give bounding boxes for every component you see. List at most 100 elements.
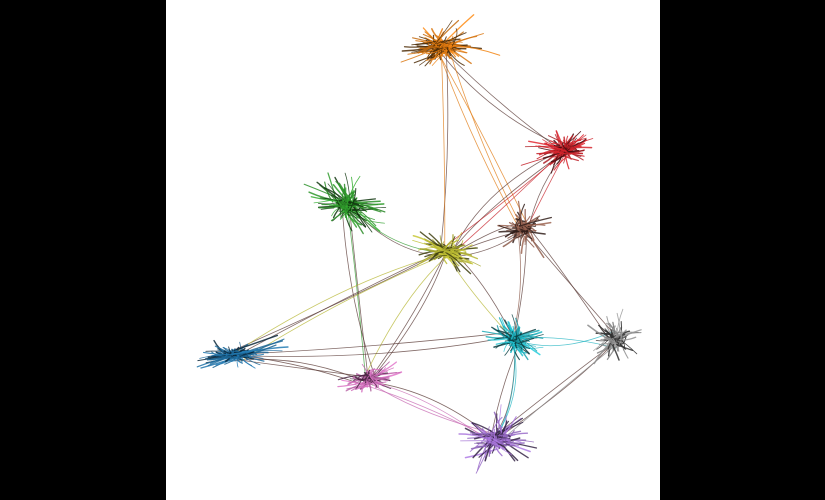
- edge: [223, 352, 228, 360]
- link-orange-brown: [446, 42, 523, 228]
- edge: [527, 228, 530, 233]
- link-blue-cyan: [236, 331, 517, 355]
- edge: [524, 225, 536, 233]
- cluster-cyan: [481, 314, 544, 361]
- graph-canvas: [166, 0, 660, 500]
- edge: [560, 150, 564, 157]
- network-graph: [196, 14, 642, 474]
- cluster-orange: [400, 14, 501, 67]
- link-red-olive: [449, 150, 568, 254]
- edge: [608, 340, 614, 345]
- edge: [353, 203, 364, 208]
- edge: [514, 336, 518, 349]
- edge: [431, 47, 444, 51]
- link-green-pink: [341, 205, 376, 378]
- edge: [616, 344, 634, 352]
- link-orange-brown: [436, 49, 530, 228]
- edge: [441, 42, 445, 46]
- link-olive-pink: [367, 245, 450, 383]
- edge: [371, 361, 390, 376]
- link-blue-cyan: [232, 335, 518, 357]
- edge: [411, 40, 437, 46]
- edge: [444, 48, 447, 55]
- edge: [318, 203, 349, 209]
- link-brown-grey: [527, 225, 613, 344]
- edge: [424, 40, 432, 44]
- cluster-green: [303, 172, 387, 235]
- edge: [549, 140, 558, 146]
- edge: [342, 197, 378, 211]
- link-orange-olive: [440, 49, 449, 253]
- edge: [496, 430, 522, 441]
- edge: [516, 231, 521, 239]
- link-orange-brown: [436, 45, 521, 232]
- edge: [365, 368, 388, 373]
- edge: [520, 237, 525, 254]
- edge: [230, 346, 289, 356]
- edge: [341, 379, 372, 388]
- edge: [220, 352, 234, 360]
- link-olive-pink: [362, 258, 445, 381]
- edge: [562, 138, 587, 149]
- edge: [562, 142, 569, 152]
- edge: [234, 353, 256, 369]
- edge: [339, 205, 350, 215]
- edge: [507, 337, 525, 347]
- cluster-red: [520, 130, 594, 174]
- edge: [615, 330, 631, 343]
- edge: [610, 329, 618, 343]
- edge: [337, 375, 369, 381]
- edge: [351, 176, 354, 212]
- edge: [350, 382, 369, 392]
- edge: [547, 135, 574, 148]
- edge: [515, 217, 521, 228]
- link-blue-pink: [241, 360, 374, 379]
- edge: [355, 385, 369, 390]
- link-red-olive: [451, 151, 562, 255]
- edge: [587, 324, 615, 344]
- edge: [355, 371, 367, 390]
- inter-cluster-links: [232, 42, 620, 447]
- edge: [507, 338, 518, 342]
- edge: [369, 372, 378, 386]
- cluster-blue: [196, 334, 289, 369]
- edge: [228, 346, 233, 358]
- edge: [485, 436, 500, 444]
- edge: [609, 337, 616, 342]
- edge: [553, 150, 563, 155]
- link-olive-blue: [233, 250, 447, 351]
- edge: [517, 337, 530, 355]
- edge: [512, 334, 544, 339]
- edge: [569, 143, 581, 151]
- edge: [346, 205, 376, 209]
- link-orange-red: [441, 48, 562, 151]
- edge: [320, 207, 335, 210]
- cluster-olive: [412, 231, 481, 275]
- edge: [513, 336, 537, 342]
- edge: [519, 211, 525, 229]
- cluster-pink: [337, 361, 403, 393]
- edge: [349, 187, 357, 211]
- link-olive-blue: [233, 253, 446, 354]
- edge: [367, 375, 389, 382]
- edge: [510, 325, 515, 341]
- edge: [318, 202, 339, 205]
- edge: [341, 207, 345, 210]
- link-orange-olive: [440, 46, 446, 250]
- edge: [560, 142, 586, 155]
- link-pink-purple: [372, 382, 496, 440]
- edge: [436, 40, 452, 45]
- edge: [516, 222, 520, 230]
- link-red-olive: [447, 151, 565, 245]
- edge: [486, 433, 499, 441]
- edge: [514, 227, 521, 240]
- edge: [452, 28, 458, 47]
- cluster-bundles: [196, 14, 642, 474]
- edge: [515, 232, 529, 239]
- edge: [424, 37, 438, 48]
- edge: [519, 216, 552, 227]
- edge: [353, 207, 361, 211]
- link-blue-pink: [240, 355, 364, 386]
- cluster-purple: [458, 404, 538, 474]
- edge: [617, 341, 622, 352]
